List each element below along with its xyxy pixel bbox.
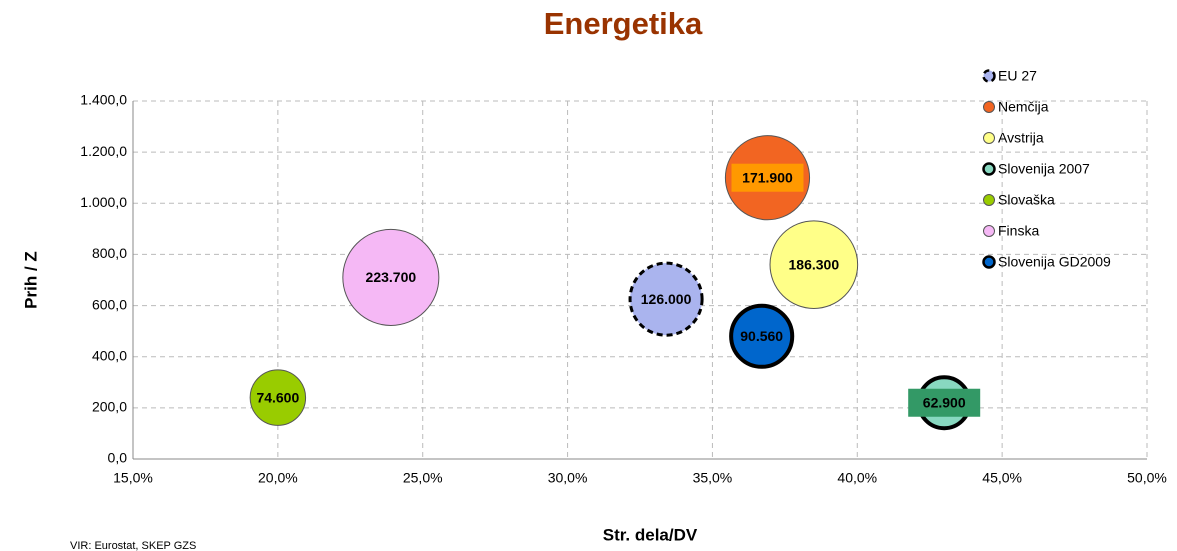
bubble [729, 303, 795, 369]
y-tick-label: 1.400,0 [80, 92, 127, 108]
legend-label: EU 27 [998, 68, 1037, 84]
bubble [769, 220, 859, 309]
x-tick-label: 35,0% [693, 470, 733, 486]
y-tick-label: 0,0 [108, 450, 128, 466]
legend-label: Slovaška [998, 192, 1055, 208]
data-label: 223.700 [366, 269, 417, 285]
chart-title: Energetika [544, 6, 703, 41]
data-label-background [731, 163, 804, 192]
x-tick-label: 45,0% [982, 470, 1022, 486]
x-axis-title: Str. dela/DV [603, 525, 698, 544]
data-label: 186.300 [789, 256, 840, 272]
x-tick-label: 30,0% [548, 470, 588, 486]
legend-marker [982, 255, 996, 269]
data-label: 62.900 [923, 394, 966, 410]
legend-label: Nemčija [998, 99, 1049, 115]
x-tick-label: 25,0% [403, 470, 443, 486]
legend-label: Slovenija 2007 [998, 161, 1090, 177]
y-tick-label: 1.200,0 [80, 143, 127, 159]
source-note: VIR: Eurostat, SKEP GZS [70, 540, 196, 551]
x-tick-label: 15,0% [113, 470, 153, 486]
legend-marker [982, 69, 996, 83]
data-label-background [908, 388, 981, 417]
x-tick-label: 50,0% [1127, 470, 1167, 486]
data-label: 90.560 [740, 328, 783, 344]
legend-label: Avstrija [998, 130, 1044, 146]
legend-marker [983, 225, 995, 237]
y-tick-label: 1.000,0 [80, 194, 127, 210]
data-label: 74.600 [256, 389, 299, 405]
data-label: 126.000 [641, 291, 692, 307]
y-axis-title: Prih / Z [21, 251, 40, 309]
x-tick-label: 20,0% [258, 470, 298, 486]
legend-label: Finska [998, 223, 1039, 239]
data-label: 171.900 [742, 169, 793, 185]
y-tick-label: 600,0 [92, 296, 127, 312]
legend-marker [983, 132, 995, 144]
bubble [249, 369, 307, 426]
legend-marker [983, 101, 995, 113]
y-tick-label: 800,0 [92, 245, 127, 261]
legend-marker [982, 162, 996, 176]
y-tick-label: 400,0 [92, 347, 127, 363]
y-tick-label: 200,0 [92, 399, 127, 415]
bubble [342, 228, 440, 326]
legend-label: Slovenija GD2009 [998, 254, 1111, 270]
legend-marker [983, 194, 995, 206]
x-tick-label: 40,0% [837, 470, 877, 486]
bubble [628, 261, 704, 337]
